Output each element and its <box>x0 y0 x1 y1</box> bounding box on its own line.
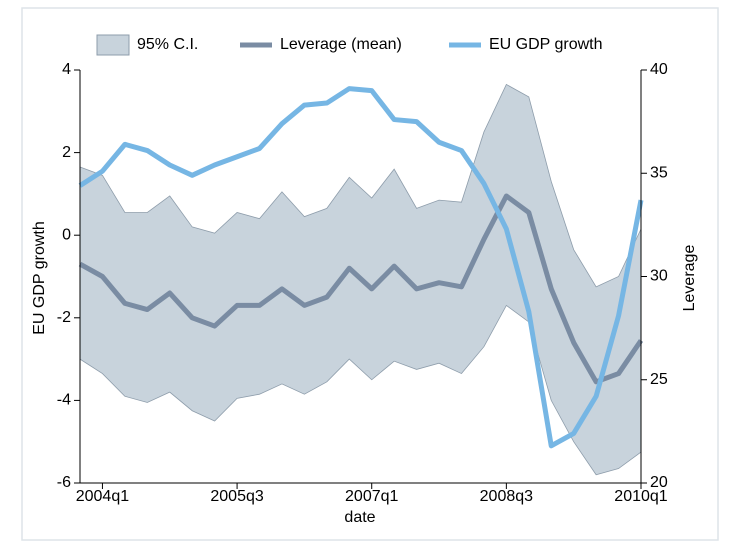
x-tick-label: 2004q1 <box>76 488 129 505</box>
y2-axis-title: Leverage <box>681 245 698 312</box>
y-axis-title: EU GDP growth <box>31 221 48 335</box>
line <box>78 86 644 449</box>
y-tick-label: -6 <box>57 474 71 491</box>
y2-tick-label: 30 <box>650 268 668 285</box>
y2-tick-label: 40 <box>650 61 668 78</box>
x-tick-label: 2010q1 <box>614 488 667 505</box>
legend-label: Leverage (mean) <box>280 36 402 53</box>
y-tick-label: -2 <box>57 309 71 326</box>
x-tick-label: 2007q1 <box>345 488 398 505</box>
legend-swatch <box>96 34 130 56</box>
y-tick-label: 0 <box>62 226 71 243</box>
legend-label: 95% C.I. <box>137 36 198 53</box>
y2-tick-label: 25 <box>650 371 668 388</box>
x-tick-label: 2008q3 <box>480 488 533 505</box>
legend-label: EU GDP growth <box>489 36 603 53</box>
y2-tick-label: 35 <box>650 164 668 181</box>
y2-tick-label: 20 <box>650 474 668 491</box>
x-axis-title: date <box>344 509 375 526</box>
y-tick-label: 4 <box>62 61 71 78</box>
x-tick-label: 2005q3 <box>210 488 263 505</box>
line <box>78 193 644 385</box>
y-tick-label: 2 <box>62 144 71 161</box>
y-tick-label: -4 <box>57 392 71 409</box>
